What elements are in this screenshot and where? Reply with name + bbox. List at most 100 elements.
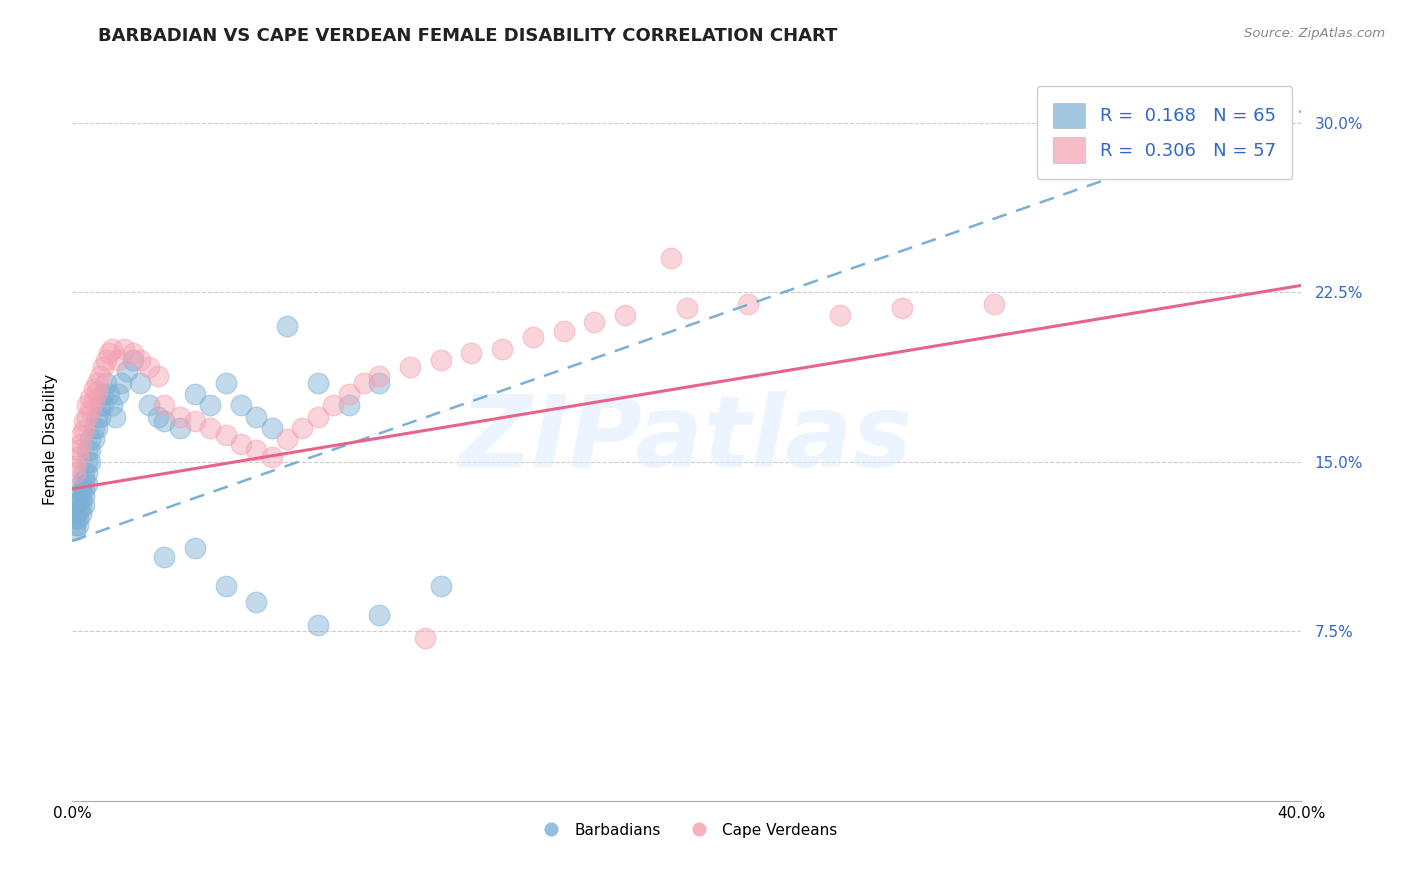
Point [101, 342, 124, 356]
Point [63, 518, 86, 533]
Point [128, 353, 150, 368]
Point [73, 489, 96, 503]
Point [184, 414, 207, 428]
Point [67, 489, 90, 503]
Point [79, 443, 101, 458]
Point [245, 409, 267, 424]
Point [200, 421, 222, 435]
Point [491, 342, 513, 356]
Point [353, 376, 375, 390]
Point [553, 324, 575, 338]
Point [70, 436, 93, 450]
Point [138, 359, 160, 374]
Point [73, 482, 96, 496]
Point [128, 376, 150, 390]
Point [583, 315, 606, 329]
Point [76, 466, 98, 480]
Point [63, 466, 86, 480]
Point [86, 409, 108, 424]
Point [229, 436, 252, 450]
Point [97, 346, 120, 360]
Point [70, 484, 93, 499]
Point [276, 432, 298, 446]
Point [368, 368, 391, 383]
Point [70, 493, 93, 508]
Point [86, 376, 108, 390]
Point [146, 368, 169, 383]
Point [184, 387, 207, 401]
Point [214, 376, 236, 390]
Point [184, 541, 207, 555]
Point [415, 631, 437, 645]
Point [169, 421, 191, 435]
Point [614, 308, 637, 322]
Point [659, 252, 682, 266]
Point [260, 450, 283, 465]
Point [70, 500, 93, 514]
Point [983, 296, 1005, 310]
Point [76, 443, 98, 458]
Point [89, 398, 111, 412]
Point [112, 342, 135, 356]
Point [86, 384, 108, 399]
Point [63, 504, 86, 518]
Point [89, 368, 111, 383]
Point [138, 398, 160, 412]
Point [67, 518, 90, 533]
Point [67, 511, 90, 525]
Point [70, 507, 93, 521]
Point [97, 387, 120, 401]
Text: ZIPatlas: ZIPatlas [460, 391, 912, 488]
Point [76, 409, 98, 424]
Point [153, 414, 176, 428]
Point [307, 617, 329, 632]
Point [337, 398, 360, 412]
Point [675, 301, 697, 315]
Point [830, 308, 852, 322]
Point [245, 443, 267, 458]
Point [460, 346, 482, 360]
Point [322, 398, 344, 412]
Point [307, 409, 329, 424]
Point [245, 595, 267, 609]
Point [79, 392, 101, 406]
Point [83, 393, 105, 408]
Y-axis label: Female Disability: Female Disability [44, 374, 58, 505]
Point [76, 477, 98, 491]
Point [429, 579, 451, 593]
Point [89, 409, 111, 424]
Point [83, 383, 105, 397]
Point [79, 432, 101, 446]
Point [73, 498, 96, 512]
Point [890, 301, 912, 315]
Text: BARBADIAN VS CAPE VERDEAN FEMALE DISABILITY CORRELATION CHART: BARBADIAN VS CAPE VERDEAN FEMALE DISABIL… [98, 27, 838, 45]
Point [67, 443, 90, 458]
Point [76, 455, 98, 469]
Point [122, 353, 145, 368]
Point [94, 376, 117, 390]
Point [153, 549, 176, 564]
Point [73, 414, 96, 428]
Point [153, 398, 176, 412]
Point [91, 387, 114, 401]
Point [101, 398, 124, 412]
Point [67, 495, 90, 509]
Point [214, 579, 236, 593]
Point [214, 427, 236, 442]
Point [63, 523, 86, 537]
Point [76, 398, 98, 412]
Point [70, 477, 93, 491]
Point [307, 376, 329, 390]
Point [73, 423, 96, 437]
Point [73, 473, 96, 487]
Point [83, 421, 105, 435]
Point [67, 504, 90, 518]
Point [146, 409, 169, 424]
Point [107, 387, 129, 401]
Point [169, 409, 191, 424]
Point [737, 296, 759, 310]
Point [368, 608, 391, 623]
Point [67, 450, 90, 465]
Point [104, 409, 127, 424]
Point [73, 466, 96, 480]
